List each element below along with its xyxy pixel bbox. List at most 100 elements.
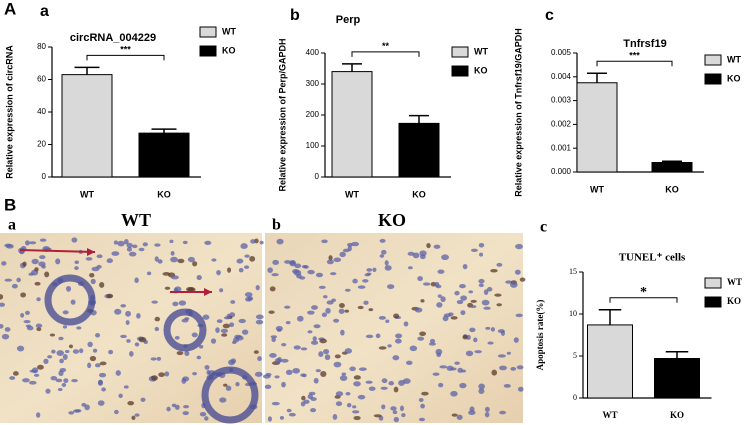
cell-nucleus — [99, 361, 107, 366]
cell-nucleus — [399, 405, 404, 412]
hair-follicle — [201, 366, 259, 424]
cell-nucleus — [393, 313, 400, 319]
y-tick-label: 0.000 — [551, 167, 572, 176]
significance-bracket — [86, 54, 165, 61]
y-tick-label: 0 — [315, 172, 320, 181]
cell-nucleus — [241, 329, 249, 335]
cell-nucleus — [23, 320, 31, 324]
cell-nucleus — [138, 337, 147, 343]
cell-nucleus — [39, 238, 47, 242]
cell-nucleus — [199, 412, 207, 417]
cell-nucleus — [387, 344, 392, 348]
cell-nucleus — [58, 336, 64, 341]
cell-nucleus — [36, 327, 42, 332]
cell-nucleus — [457, 367, 463, 373]
cell-nucleus — [269, 286, 276, 292]
cell-nucleus — [433, 244, 441, 249]
cell-nucleus — [57, 387, 63, 392]
y-tick-label: 400 — [306, 48, 320, 57]
cell-nucleus — [94, 333, 101, 338]
cell-nucleus — [111, 251, 120, 256]
cell-nucleus — [25, 310, 30, 315]
cell-nucleus — [267, 267, 273, 273]
cell-nucleus — [4, 278, 13, 282]
cell-nucleus — [510, 366, 517, 371]
legend-label: KO — [474, 65, 488, 75]
cell-nucleus — [460, 310, 466, 316]
cell-nucleus — [5, 244, 14, 249]
cell-nucleus — [115, 370, 121, 376]
arrow — [19, 249, 96, 253]
cell-nucleus — [456, 299, 464, 305]
cell-nucleus — [34, 281, 41, 286]
cell-nucleus — [74, 260, 79, 265]
cell-nucleus — [127, 400, 135, 406]
arrow-head — [87, 248, 95, 256]
cell-nucleus — [310, 340, 319, 345]
cell-nucleus — [192, 371, 198, 376]
x-tick-label: KO — [665, 184, 679, 194]
cell-nucleus — [79, 348, 84, 354]
cell-nucleus — [365, 380, 373, 384]
cell-nucleus — [339, 251, 346, 258]
cell-nucleus — [407, 266, 413, 270]
cell-nucleus — [281, 381, 286, 388]
cell-nucleus — [56, 350, 65, 356]
cell-nucleus — [38, 261, 46, 267]
y-tick-label: 100 — [306, 141, 320, 150]
cell-nucleus — [497, 354, 506, 358]
cell-nucleus — [357, 394, 366, 400]
cell-nucleus — [436, 302, 443, 308]
cell-nucleus — [259, 240, 264, 245]
panel-label: c — [545, 7, 554, 24]
cell-nucleus — [470, 248, 478, 252]
cell-nucleus — [496, 262, 503, 267]
cell-nucleus — [234, 334, 242, 339]
cell-nucleus — [280, 358, 289, 363]
cell-nucleus — [294, 263, 302, 269]
cell-nucleus — [210, 338, 217, 344]
cell-nucleus — [297, 315, 304, 322]
cell-nucleus — [368, 308, 374, 312]
cell-nucleus — [192, 261, 198, 267]
cell-nucleus — [255, 284, 260, 291]
cell-nucleus — [401, 413, 406, 418]
bar — [576, 82, 618, 173]
cell-nucleus — [191, 332, 198, 338]
cell-nucleus — [405, 360, 413, 366]
bar — [331, 71, 373, 178]
cell-nucleus — [428, 342, 436, 346]
cell-nucleus — [310, 407, 317, 413]
significance-label: * — [640, 285, 647, 300]
cell-nucleus — [321, 239, 328, 244]
cell-nucleus — [384, 265, 392, 271]
cell-nucleus — [84, 404, 90, 411]
legend-swatch — [704, 54, 722, 66]
y-tick-label: 40 — [37, 107, 46, 116]
significance-bracket — [609, 297, 678, 303]
cell-nucleus — [176, 351, 184, 356]
cell-nucleus — [129, 351, 134, 357]
cell-nucleus — [333, 318, 340, 323]
cell-nucleus — [264, 384, 272, 389]
cell-nucleus — [506, 351, 511, 355]
cell-nucleus — [301, 395, 306, 401]
cell-nucleus — [407, 251, 415, 256]
cell-nucleus — [59, 367, 67, 373]
y-tick-label: 0.002 — [551, 120, 572, 129]
cell-nucleus — [443, 313, 452, 318]
cell-nucleus — [293, 269, 302, 276]
cell-nucleus — [338, 308, 345, 314]
cell-nucleus — [185, 287, 194, 292]
cell-nucleus — [363, 300, 369, 305]
cell-nucleus — [125, 310, 132, 317]
cell-nucleus — [154, 243, 161, 247]
cell-nucleus — [45, 388, 51, 394]
chart-title: circRNA_004229 — [70, 32, 156, 44]
cell-nucleus — [419, 250, 427, 257]
cell-nucleus — [300, 347, 308, 351]
cell-nucleus — [154, 256, 159, 262]
cell-nucleus — [352, 410, 360, 414]
legend-swatch — [451, 46, 469, 58]
cell-nucleus — [36, 297, 41, 302]
